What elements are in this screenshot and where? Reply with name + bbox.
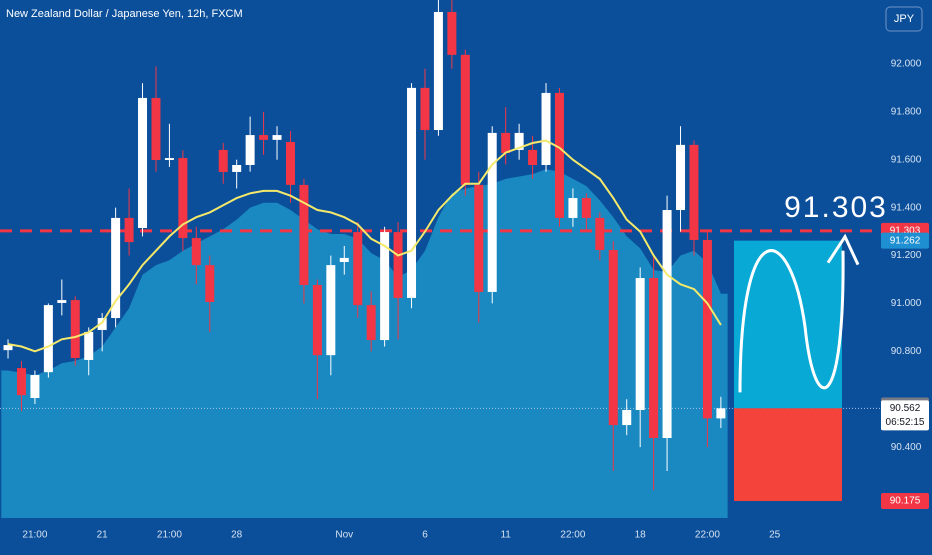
x-tick-label: 21 xyxy=(97,530,109,541)
countdown: 06:52:15 xyxy=(886,417,925,428)
candle-body xyxy=(716,408,726,419)
candle-body xyxy=(595,217,605,251)
candle-body xyxy=(622,409,632,426)
candle-body xyxy=(70,300,80,359)
price-label: 91.303 xyxy=(890,226,921,237)
price-label-box xyxy=(881,492,929,509)
candle-body xyxy=(205,265,215,302)
candle-body xyxy=(30,375,40,399)
candle-body xyxy=(312,284,322,356)
candle-body xyxy=(393,232,403,298)
candle-body xyxy=(232,165,242,172)
candle-body xyxy=(3,345,13,351)
forecast-arrow xyxy=(826,233,860,266)
candle-body xyxy=(151,97,161,160)
x-tick-label: 22:00 xyxy=(560,530,585,541)
candle-body xyxy=(676,144,686,211)
candle-body xyxy=(407,87,417,298)
x-tick-label: 6 xyxy=(422,530,428,541)
x-tick-label: 22:00 xyxy=(695,530,720,541)
stop-zone xyxy=(734,408,842,501)
candle-body xyxy=(285,142,295,185)
y-tick-label: 91.600 xyxy=(891,154,922,165)
candle-body xyxy=(380,232,390,341)
candle-body xyxy=(164,158,174,160)
candle-body xyxy=(662,210,672,439)
candle-body xyxy=(689,144,699,240)
plot-area xyxy=(0,0,880,519)
candle-body xyxy=(460,54,470,185)
currency-box[interactable] xyxy=(885,6,923,32)
y-tick-label: 91.400 xyxy=(891,202,922,213)
candle-body xyxy=(84,331,94,360)
candle-body xyxy=(299,184,309,285)
candle-body xyxy=(259,135,269,140)
candle-body xyxy=(581,198,591,218)
candle-body xyxy=(501,132,511,154)
y-tick-label: 90.400 xyxy=(891,442,922,453)
area xyxy=(1,169,728,519)
y-tick-label: 91.200 xyxy=(891,250,922,261)
y-tick-label: 91.000 xyxy=(891,298,922,309)
candle-body xyxy=(366,305,376,341)
x-tick-label: 21:00 xyxy=(22,530,47,541)
y-tick-label: 91.800 xyxy=(891,106,922,117)
candle-body xyxy=(272,135,282,140)
candle-body xyxy=(487,132,497,292)
price-label: 91.262 xyxy=(890,235,921,246)
candle-body xyxy=(326,265,336,356)
candle-body xyxy=(541,92,551,166)
candle-body xyxy=(111,217,121,319)
candle-body xyxy=(568,198,578,218)
moving-average xyxy=(7,139,722,353)
x-tick-label: 21:00 xyxy=(157,530,182,541)
forecast-curve xyxy=(738,249,845,393)
candle-body xyxy=(43,305,53,373)
y-tick-label: 90.800 xyxy=(891,346,922,357)
candle-body xyxy=(57,300,67,303)
price-label-box xyxy=(881,232,929,249)
candle-body xyxy=(124,217,134,243)
candle-body xyxy=(16,368,26,396)
x-tick-label: 11 xyxy=(500,530,511,541)
x-tick-label: 25 xyxy=(769,530,781,541)
candle-body xyxy=(245,135,255,166)
currency[interactable]: JPY xyxy=(894,13,915,25)
x-tick-label: 28 xyxy=(231,530,243,541)
candle-body xyxy=(138,97,148,228)
candle-body xyxy=(178,158,188,239)
price-label: 90.175 xyxy=(890,496,921,507)
candle-body xyxy=(97,318,107,331)
candle-body xyxy=(447,11,457,55)
price-label: 90.562 xyxy=(890,403,921,414)
target-annotation: 91.303 xyxy=(784,191,888,224)
candle-body xyxy=(702,239,712,419)
candle-body xyxy=(635,278,645,410)
candle-body xyxy=(339,257,349,262)
chart-title: New Zealand Dollar / Japanese Yen, 12h, … xyxy=(6,8,243,20)
candle-body xyxy=(433,11,443,131)
candle-body xyxy=(608,250,618,426)
x-tick-label: 18 xyxy=(635,530,647,541)
y-tick-label: 92.000 xyxy=(891,59,922,70)
candle-body xyxy=(191,238,201,266)
candle-body xyxy=(474,184,484,292)
price-label-box xyxy=(881,400,929,431)
candle-body xyxy=(554,92,564,218)
candle-body xyxy=(514,132,524,150)
candle-body xyxy=(218,149,228,172)
candle-body xyxy=(353,232,363,306)
candle-body xyxy=(528,149,538,166)
x-tick-label: Nov xyxy=(335,530,353,541)
candle-body xyxy=(649,278,659,439)
candle-body xyxy=(420,87,430,131)
